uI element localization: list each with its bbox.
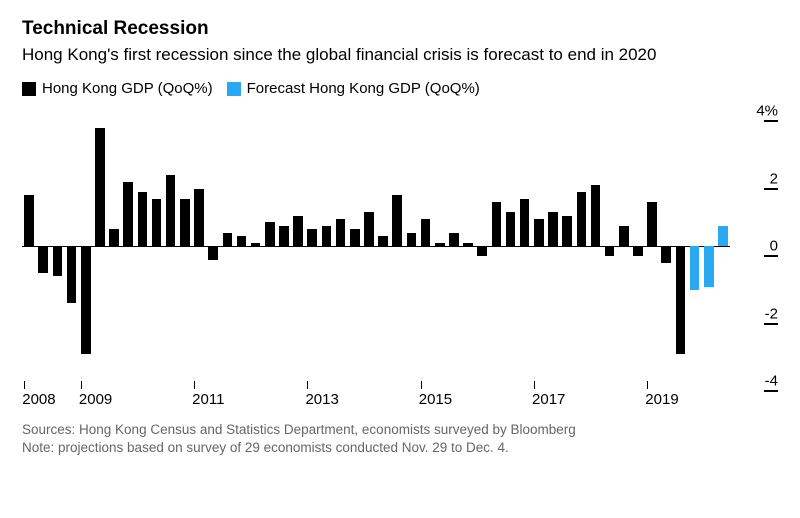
y-tick-label: -4 bbox=[765, 374, 778, 389]
gdp-bar bbox=[378, 236, 388, 246]
gdp-bar bbox=[208, 246, 218, 260]
y-tick bbox=[764, 390, 778, 392]
gdp-bar bbox=[591, 185, 601, 246]
note-line: Note: projections based on survey of 29 … bbox=[22, 439, 778, 457]
gdp-bar bbox=[81, 246, 91, 354]
legend: Hong Kong GDP (QoQ%) Forecast Hong Kong … bbox=[22, 80, 778, 97]
x-tick-label: 2019 bbox=[645, 391, 678, 408]
gdp-bar bbox=[322, 226, 332, 246]
x-tick bbox=[194, 381, 195, 389]
x-tick bbox=[534, 381, 535, 389]
gdp-bar bbox=[138, 192, 148, 246]
x-tick bbox=[81, 381, 82, 389]
gdp-bar bbox=[265, 222, 275, 246]
x-tick-label: 2017 bbox=[532, 391, 565, 408]
gdp-bar bbox=[237, 236, 247, 246]
gdp-bar bbox=[577, 192, 587, 246]
gdp-bar bbox=[463, 243, 473, 246]
gdp-bar bbox=[95, 128, 105, 246]
y-tick bbox=[764, 255, 778, 257]
gdp-bar bbox=[647, 202, 657, 246]
x-tick bbox=[24, 381, 25, 389]
y-tick bbox=[764, 120, 778, 122]
gdp-bar bbox=[407, 233, 417, 247]
gdp-bar bbox=[392, 195, 402, 246]
gdp-bar bbox=[293, 216, 303, 246]
plot-area bbox=[22, 111, 730, 381]
legend-label-actual: Hong Kong GDP (QoQ%) bbox=[42, 80, 213, 97]
y-tick-label: 0 bbox=[770, 239, 778, 254]
gdp-bar bbox=[53, 246, 63, 276]
gdp-bar bbox=[279, 226, 289, 246]
y-tick bbox=[764, 323, 778, 325]
x-tick-label: 2011 bbox=[192, 391, 224, 408]
gdp-bar bbox=[166, 175, 176, 246]
x-tick-label: 2008 bbox=[22, 391, 55, 408]
x-tick bbox=[421, 381, 422, 389]
gdp-bar bbox=[123, 182, 133, 246]
gdp-bar bbox=[506, 212, 516, 246]
x-tick bbox=[647, 381, 648, 389]
gdp-bar bbox=[633, 246, 643, 256]
gdp-bar bbox=[619, 226, 629, 246]
x-tick bbox=[307, 381, 308, 389]
gdp-bar bbox=[194, 189, 204, 246]
chart-area: 4%20-2-4 2008200920112013201520172019 bbox=[22, 111, 778, 411]
gdp-bar bbox=[605, 246, 615, 256]
gdp-bar bbox=[251, 243, 261, 246]
forecast-bar bbox=[690, 246, 700, 290]
gdp-bar bbox=[109, 229, 119, 246]
gdp-bar bbox=[24, 195, 34, 246]
y-tick-label: 4% bbox=[756, 104, 778, 119]
gdp-bar bbox=[435, 243, 445, 246]
x-tick-label: 2009 bbox=[79, 391, 112, 408]
legend-label-forecast: Forecast Hong Kong GDP (QoQ%) bbox=[247, 80, 480, 97]
gdp-bar bbox=[534, 219, 544, 246]
gdp-bar bbox=[38, 246, 48, 273]
sources-line: Sources: Hong Kong Census and Statistics… bbox=[22, 421, 778, 439]
gdp-bar bbox=[562, 216, 572, 246]
legend-swatch-actual bbox=[22, 82, 36, 96]
gdp-bar bbox=[676, 246, 686, 354]
chart-subtitle: Hong Kong's first recession since the gl… bbox=[22, 44, 762, 66]
gdp-bar bbox=[477, 246, 487, 256]
gdp-bar bbox=[661, 246, 671, 263]
y-axis: 4%20-2-4 bbox=[730, 111, 778, 381]
gdp-bar bbox=[223, 233, 233, 247]
gdp-bar bbox=[364, 212, 374, 246]
legend-item-forecast: Forecast Hong Kong GDP (QoQ%) bbox=[227, 80, 480, 97]
gdp-bar bbox=[67, 246, 77, 303]
gdp-bar bbox=[421, 219, 431, 246]
gdp-bar bbox=[350, 229, 360, 246]
x-tick-label: 2013 bbox=[305, 391, 338, 408]
y-tick-label: 2 bbox=[770, 171, 778, 186]
forecast-bar bbox=[718, 226, 728, 246]
x-axis: 2008 2009 2011 2013 2015 2017 2019 bbox=[22, 381, 730, 411]
legend-swatch-forecast bbox=[227, 82, 241, 96]
gdp-bar bbox=[307, 229, 317, 246]
zero-line bbox=[22, 246, 730, 247]
gdp-bar bbox=[520, 199, 530, 246]
gdp-bar bbox=[492, 202, 502, 246]
y-tick bbox=[764, 188, 778, 190]
footer: Sources: Hong Kong Census and Statistics… bbox=[22, 421, 778, 457]
gdp-bar bbox=[336, 219, 346, 246]
gdp-bar bbox=[449, 233, 459, 247]
legend-item-actual: Hong Kong GDP (QoQ%) bbox=[22, 80, 213, 97]
chart-title: Technical Recession bbox=[22, 18, 778, 40]
gdp-bar bbox=[180, 199, 190, 246]
y-tick-label: -2 bbox=[765, 306, 778, 321]
x-tick-label: 2015 bbox=[419, 391, 452, 408]
forecast-bar bbox=[704, 246, 714, 287]
gdp-bar bbox=[152, 199, 162, 246]
gdp-bar bbox=[548, 212, 558, 246]
